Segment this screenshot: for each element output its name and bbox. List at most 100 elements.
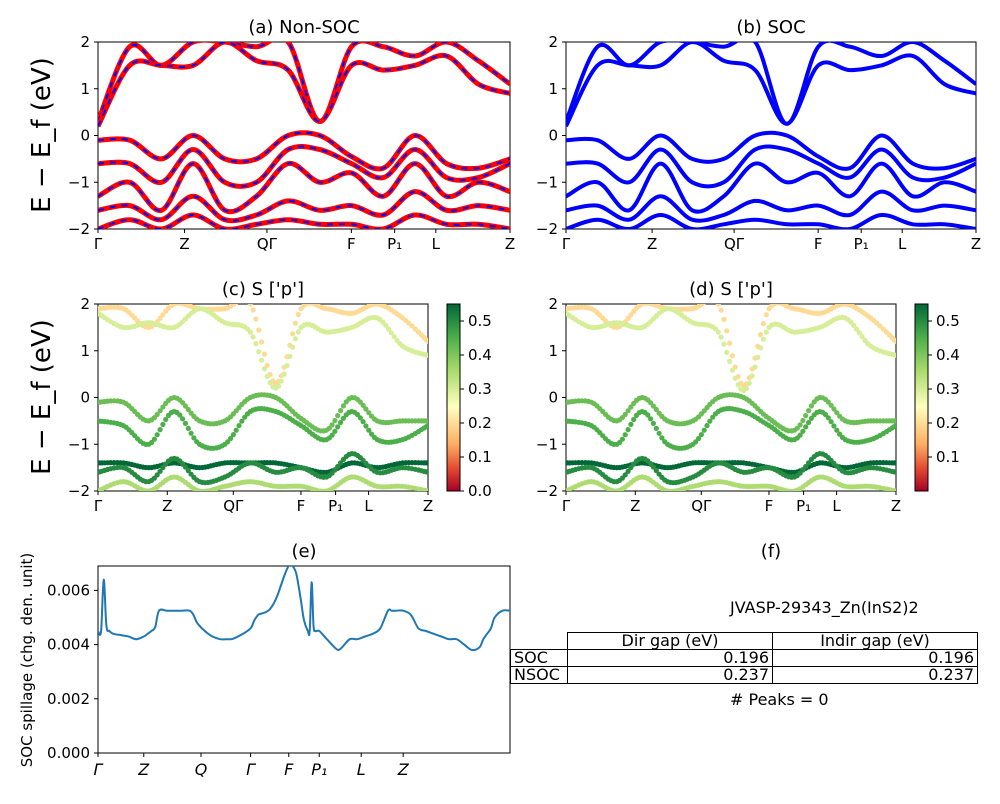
colorbar-d: 0.5 0.4 0.3 0.2 0.1 [914,303,960,492]
band-point [177,412,183,418]
band-point [834,410,840,416]
x-tick-label: Γ [94,497,103,515]
header-indir-gap: Indir gap (eV) [772,632,978,650]
band-point [332,467,338,473]
x-tick-label: Z [137,760,150,779]
band-point [831,423,837,429]
band-point [645,412,651,418]
colorbar-tick-label: 0.3 [468,380,492,398]
gap-table: Dir gap (eV) Indir gap (eV) SOC 0.196 0.… [510,632,978,684]
panel-c-title: (c) S ['p'] [222,279,304,300]
band-point [154,411,160,418]
band-point [893,423,896,429]
x-tick-label: P₁ [311,760,327,779]
band-point [772,304,778,306]
y-tick-label: 1 [548,342,558,360]
nsoc-dir-gap: 0.237 [567,666,773,684]
band-point [648,416,654,422]
band-point [388,330,394,336]
band-point [185,406,191,413]
x-tick-label: P₁ [854,235,869,253]
panel-a-frame [97,41,511,230]
y-tick-label: −1 [68,173,90,191]
band-point [250,307,256,313]
band-point [275,383,282,389]
band-point [425,418,428,424]
band-point [735,382,741,388]
band-point [752,364,758,370]
band-line [566,42,976,128]
y-tick-label: 2 [548,33,558,51]
colorbar-tick-label: 0.2 [936,414,960,432]
x-tick-label: Z [891,497,901,515]
band-point [425,423,428,429]
band-point [284,363,290,369]
band-point [729,367,736,373]
band-point [853,326,860,332]
band-point [160,404,166,410]
band-point [363,406,369,412]
x-tick-label: Z [397,760,410,779]
x-tick-label: P₁ [328,497,343,515]
nsoc-indir-gap: 0.237 [772,666,978,684]
band-point [182,403,188,409]
band-point [357,415,363,421]
band-point [851,322,857,328]
band-point [157,408,163,414]
x-tick-label: Γ [246,760,256,779]
x-tick-label: QΓ [691,497,712,515]
y-tick-label: 0 [80,389,90,407]
band-line-dashed [98,190,510,222]
band-point [702,304,707,305]
y-tick-label: −2 [68,482,90,500]
band-point [718,307,724,313]
band-point [191,435,197,441]
band-point [622,472,628,478]
band-point [622,411,628,418]
x-tick-label: P₁ [796,497,811,515]
y-tick-label: 0.000 [47,744,90,762]
band-point [732,375,738,381]
band-point [267,380,273,386]
band-point [182,420,188,426]
x-tick-label: Γ [562,497,571,515]
panel-a-bands [98,42,510,229]
band-point [803,463,809,470]
colorbar-tick-label: 0.2 [468,414,492,432]
band-point [650,420,657,426]
band-point [825,415,831,421]
band-point [721,316,727,322]
band-point [385,326,392,332]
band-point [763,312,769,318]
band-point [366,410,372,416]
band-point [264,373,270,379]
band-point [718,334,724,340]
band-point [292,320,298,326]
band-point [163,416,169,423]
band-point [332,428,338,434]
band-point [253,316,259,322]
band-line [566,161,976,214]
band-point [259,357,265,363]
table-corner [511,633,568,650]
x-tick-label: L [432,235,441,253]
band-point [806,419,812,426]
band-point [225,439,231,445]
band-line-dashed [98,131,510,170]
band-point [234,304,239,305]
band-point [391,334,397,340]
band-point [253,341,259,347]
band-point [659,435,665,441]
band-point [335,463,341,470]
band-point [628,421,634,427]
band-point [628,404,634,410]
peaks-count: # Peaks = 0 [730,690,829,709]
band-line [566,144,976,189]
row-label-soc: SOC [510,649,568,667]
header-dir-gap: Dir gap (eV) [567,632,773,650]
y-tick-label: −1 [536,435,558,453]
band-point [803,413,809,419]
y-tick-label: 0.002 [47,690,90,708]
band-line-dashed [98,162,510,213]
